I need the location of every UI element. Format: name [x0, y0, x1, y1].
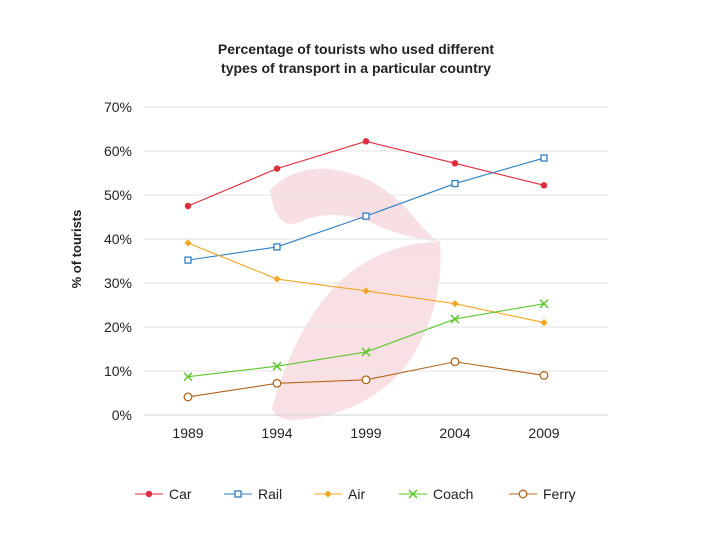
legend-item-car: Car — [135, 486, 192, 502]
data-point-ferry — [184, 393, 192, 401]
legend-item-coach: Coach — [399, 486, 473, 502]
data-point-rail — [541, 155, 547, 161]
y-tick-label: 70% — [104, 99, 132, 115]
legend-label-rail: Rail — [258, 486, 282, 502]
data-point-car — [274, 165, 280, 171]
data-point-air — [273, 275, 280, 282]
data-point-air — [184, 239, 191, 246]
y-tick-label: 10% — [104, 363, 132, 379]
x-tick-label: 1989 — [172, 425, 203, 441]
legend-marker-rail — [235, 491, 241, 497]
legend-marker-air — [324, 490, 331, 497]
data-point-car — [541, 182, 547, 188]
line-chart: Percentage of tourists who used differen… — [0, 0, 712, 534]
x-axis-ticks: 1989 1994 1999 2004 2009 — [172, 425, 559, 441]
data-point-car — [185, 203, 191, 209]
data-point-ferry — [540, 372, 548, 380]
legend-marker-car — [146, 491, 152, 497]
chart-title-line-1: Percentage of tourists who used differen… — [218, 41, 494, 57]
y-tick-label: 60% — [104, 143, 132, 159]
legend-item-air: Air — [314, 486, 365, 502]
legend-label-air: Air — [348, 486, 365, 502]
data-point-rail — [363, 213, 369, 219]
y-tick-label: 40% — [104, 231, 132, 247]
data-point-rail — [274, 244, 280, 250]
legend: Car Rail Air Coach Ferry — [135, 486, 576, 502]
legend-label-coach: Coach — [433, 486, 473, 502]
y-axis-label: % of tourists — [69, 210, 84, 289]
data-point-ferry — [451, 358, 459, 366]
data-point-ferry — [273, 380, 281, 388]
y-tick-label: 50% — [104, 187, 132, 203]
data-point-car — [452, 160, 458, 166]
x-tick-label: 2004 — [439, 425, 470, 441]
legend-item-ferry: Ferry — [509, 486, 576, 502]
legend-label-car: Car — [169, 486, 192, 502]
data-point-rail — [185, 257, 191, 263]
x-tick-label: 2009 — [528, 425, 559, 441]
y-axis-ticks: 0% 10% 20% 30% 40% 50% 60% 70% — [104, 99, 132, 423]
y-tick-label: 30% — [104, 275, 132, 291]
legend-item-rail: Rail — [224, 486, 282, 502]
x-tick-label: 1999 — [350, 425, 381, 441]
chart-title-line-2: types of transport in a particular count… — [221, 60, 491, 76]
data-point-car — [363, 138, 369, 144]
data-point-ferry — [362, 376, 370, 384]
legend-marker-ferry — [519, 490, 527, 498]
data-point-air — [451, 300, 458, 307]
data-point-air — [540, 319, 547, 326]
data-point-rail — [452, 181, 458, 187]
y-tick-label: 20% — [104, 319, 132, 335]
y-tick-label: 0% — [112, 407, 132, 423]
x-tick-label: 1994 — [261, 425, 292, 441]
legend-label-ferry: Ferry — [543, 486, 576, 502]
